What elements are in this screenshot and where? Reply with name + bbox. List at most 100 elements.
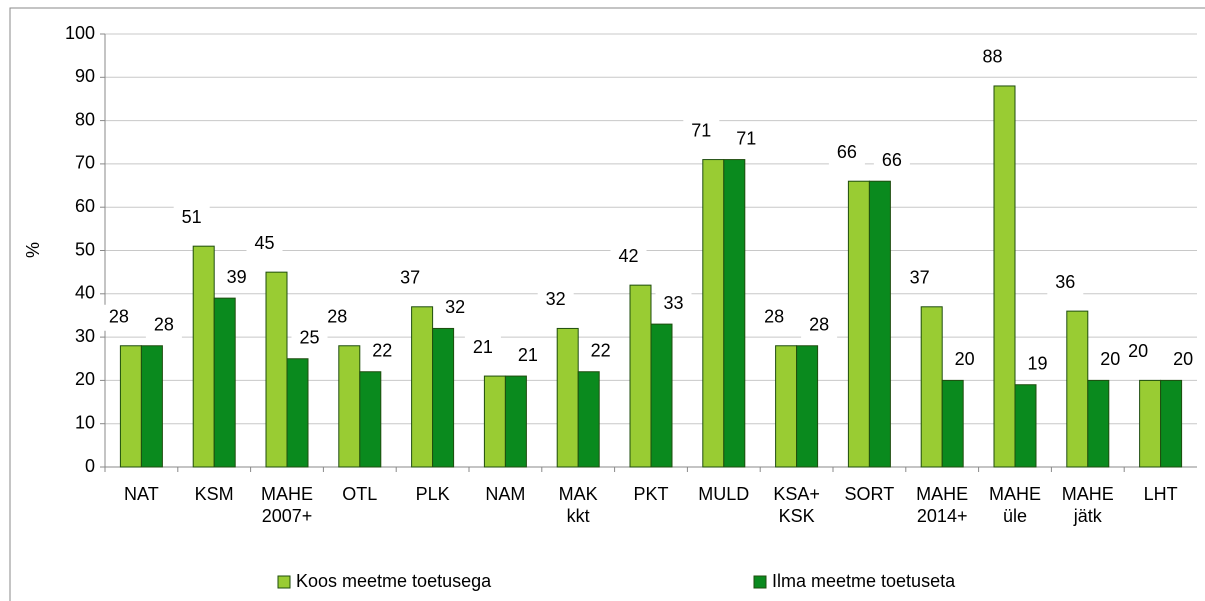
data-label-bg xyxy=(145,312,182,339)
bar xyxy=(1160,379,1183,468)
bar xyxy=(1087,379,1110,468)
bar xyxy=(941,379,964,468)
data-label: 21 xyxy=(518,345,538,365)
bar xyxy=(265,271,288,468)
bar xyxy=(1066,310,1089,468)
data-label: 51 xyxy=(182,207,202,227)
bar xyxy=(411,306,434,468)
data-label: 36 xyxy=(1055,272,1075,292)
data-label: 20 xyxy=(1173,349,1193,369)
bar xyxy=(993,85,1016,468)
data-label-bg xyxy=(974,44,1011,71)
bar xyxy=(702,159,725,468)
x-tick-label: MAHE jätk xyxy=(1061,484,1114,526)
x-tick-label: MAHE üle xyxy=(988,484,1041,526)
bar xyxy=(213,297,236,468)
data-label: 20 xyxy=(1100,349,1120,369)
legend-label: Koos meetme toetusega xyxy=(296,571,492,591)
data-label: 25 xyxy=(299,328,319,348)
data-label: 22 xyxy=(591,340,611,360)
data-label-bg xyxy=(218,265,255,292)
legend-swatch xyxy=(277,575,291,589)
y-tick-label: 40 xyxy=(75,283,95,303)
data-label: 71 xyxy=(736,128,756,148)
data-label-bg xyxy=(610,244,647,271)
y-tick-label: 70 xyxy=(75,153,95,173)
data-label-bg xyxy=(319,304,356,331)
data-label: 20 xyxy=(1128,341,1148,361)
data-label: 33 xyxy=(663,293,683,313)
x-tick-label: NAM xyxy=(485,484,526,504)
data-label: 45 xyxy=(254,233,274,253)
y-tick-label: 50 xyxy=(75,239,95,259)
y-tick-label: 0 xyxy=(85,456,95,476)
data-label-bg xyxy=(392,265,429,292)
bar xyxy=(847,180,870,468)
x-tick-label: MAHE 2014+ xyxy=(916,484,969,526)
data-label: 32 xyxy=(546,289,566,309)
bar xyxy=(286,358,309,468)
y-tick-label: 20 xyxy=(75,369,95,389)
x-tick-label: KSA+ KSK xyxy=(773,484,820,526)
x-tick-label: SORT xyxy=(844,484,895,504)
data-label-bg xyxy=(509,343,546,370)
chart-frame xyxy=(9,7,1205,601)
bar xyxy=(920,306,943,468)
data-label-bg xyxy=(1019,351,1056,378)
data-label-bg xyxy=(100,304,137,331)
legend-label: Ilma meetme toetuseta xyxy=(772,571,956,591)
data-label-bg xyxy=(728,126,765,153)
bar xyxy=(140,345,163,468)
data-label: 22 xyxy=(372,340,392,360)
x-tick-label: PKT xyxy=(633,484,669,504)
data-label: 37 xyxy=(910,268,930,288)
y-tick-label: 30 xyxy=(75,326,95,346)
data-label: 71 xyxy=(691,120,711,140)
bar xyxy=(1139,379,1162,468)
data-label: 28 xyxy=(327,307,347,327)
data-label: 32 xyxy=(445,297,465,317)
data-label-bg xyxy=(364,338,401,365)
x-tick-label: MAK kkt xyxy=(558,484,598,526)
x-tick-label: OTL xyxy=(342,484,378,504)
data-label: 28 xyxy=(109,307,129,327)
y-tick-label: 10 xyxy=(75,412,95,432)
x-tick-label: PLK xyxy=(415,484,450,504)
data-label: 28 xyxy=(809,315,829,335)
bar xyxy=(1014,384,1037,468)
y-tick-label: 90 xyxy=(75,66,95,86)
data-label: 19 xyxy=(1027,353,1047,373)
bar xyxy=(775,345,798,468)
y-axis-label: % xyxy=(23,242,43,258)
data-label: 21 xyxy=(473,337,493,357)
data-label-bg xyxy=(246,231,283,258)
bar xyxy=(192,245,215,468)
data-label: 88 xyxy=(982,47,1002,67)
data-label-bg xyxy=(801,312,838,339)
data-label-bg xyxy=(901,265,938,292)
data-label-bg xyxy=(537,287,574,314)
data-label-bg xyxy=(464,335,501,362)
data-label-bg xyxy=(1165,347,1202,374)
data-label-bg xyxy=(437,295,474,322)
y-tick-label: 100 xyxy=(65,23,95,43)
data-label: 42 xyxy=(618,246,638,266)
data-label-bg xyxy=(173,205,210,232)
x-tick-label: KSM xyxy=(194,484,234,504)
data-label: 28 xyxy=(154,315,174,335)
data-label-bg xyxy=(683,118,720,145)
data-label: 28 xyxy=(764,307,784,327)
x-tick-label: LHT xyxy=(1143,484,1178,504)
y-tick-label: 80 xyxy=(75,109,95,129)
bar xyxy=(504,375,527,468)
bar xyxy=(629,284,652,468)
x-tick-label: MULD xyxy=(698,484,750,504)
bar xyxy=(119,345,142,468)
x-tick-label: NAT xyxy=(124,484,159,504)
bar xyxy=(483,375,506,468)
bar xyxy=(556,327,579,468)
bar xyxy=(868,180,891,468)
data-label-bg xyxy=(828,140,865,167)
